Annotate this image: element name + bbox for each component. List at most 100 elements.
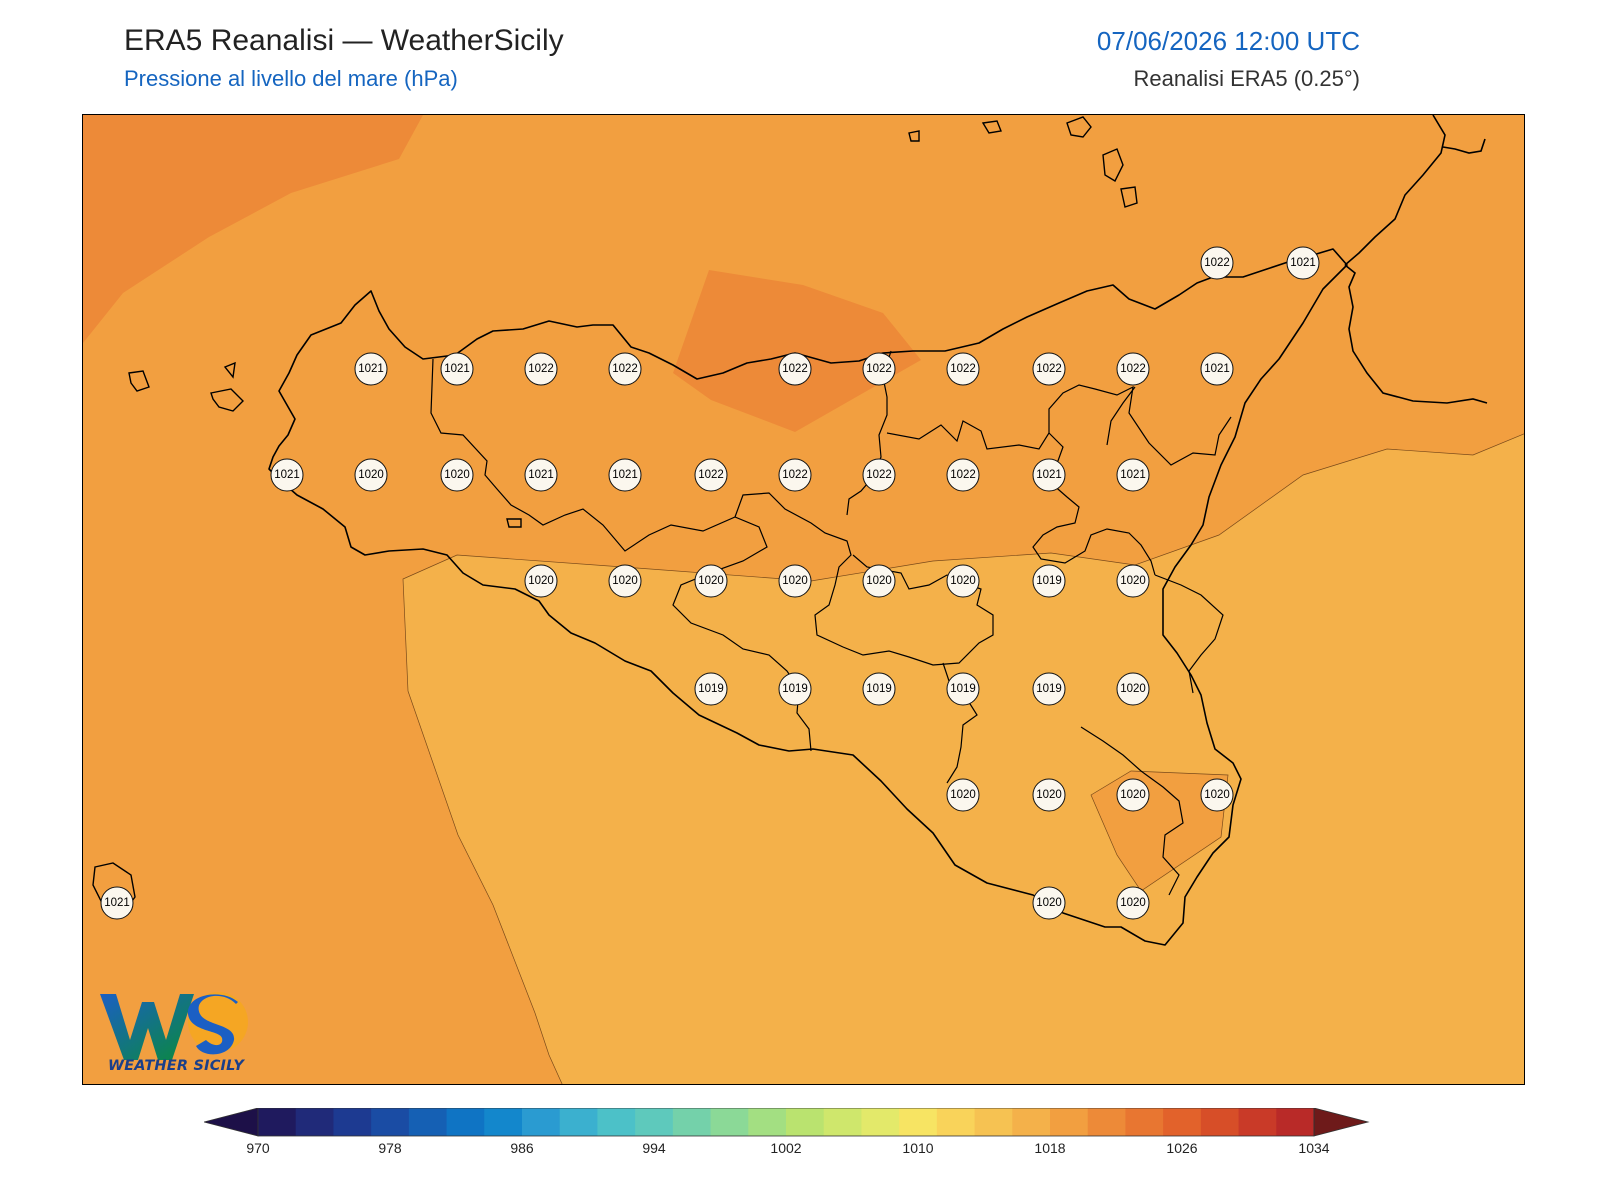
- station-value: 1022: [1204, 257, 1230, 269]
- colorbar-segment: [786, 1108, 825, 1136]
- colorbar-segment: [371, 1108, 410, 1136]
- colorbar-max-arrow: [1313, 1107, 1370, 1137]
- station-value: 1019: [1036, 683, 1062, 695]
- station-marker: 1020: [1116, 886, 1150, 920]
- colorbar-segment: [1163, 1108, 1202, 1136]
- station-marker: 1020: [862, 564, 896, 598]
- station-marker: 1019: [946, 672, 980, 706]
- favignana-island: [210, 388, 244, 412]
- station-circle: [862, 458, 896, 492]
- station-circle: [946, 778, 980, 812]
- station-value: 1022: [782, 363, 808, 375]
- station-circle: [946, 564, 980, 598]
- colorbar-segment: [295, 1108, 334, 1136]
- map-title: ERA5 Reanalisi — WeatherSicily: [124, 24, 564, 57]
- station-value: 1019: [866, 683, 892, 695]
- station-value: 1019: [1036, 575, 1062, 587]
- station-value: 1021: [104, 897, 130, 909]
- colorbar-tick-label: 1034: [1298, 1140, 1329, 1156]
- station-marker: 1022: [1116, 352, 1150, 386]
- station-value: 1021: [1204, 363, 1230, 375]
- station-marker: 1020: [946, 564, 980, 598]
- station-circle: [778, 352, 812, 386]
- station-marker: 1019: [778, 672, 812, 706]
- pressure-map[interactable]: 1022 1021 1021 1021 1022 1022 1022 1022 1022 1022…: [82, 114, 1525, 1085]
- station-value: 1020: [528, 575, 554, 587]
- station-marker: 1020: [440, 458, 474, 492]
- colorbar-segment: [936, 1108, 976, 1136]
- station-circle: [946, 458, 980, 492]
- station-circle: [524, 352, 558, 386]
- station-markers: 1022 1021 1021 1021 1022 1022 1022 1022 1022 1022…: [100, 246, 1320, 920]
- station-marker: 1019: [862, 672, 896, 706]
- station-circle: [1032, 352, 1066, 386]
- station-value: 1022: [866, 363, 892, 375]
- station-marker: 1019: [694, 672, 728, 706]
- calabria-coastline: [1344, 115, 1488, 404]
- station-marker: 1020: [524, 564, 558, 598]
- station-marker: 1022: [778, 458, 812, 492]
- station-value: 1020: [698, 575, 724, 587]
- station-circle: [778, 564, 812, 598]
- colorbar-segment: [1200, 1108, 1240, 1136]
- station-value: 1021: [612, 469, 638, 481]
- station-marker: 1021: [440, 352, 474, 386]
- colorbar-segment: [408, 1108, 448, 1136]
- colorbar-segment: [861, 1108, 900, 1136]
- colorbar-segment: [748, 1108, 787, 1136]
- station-value: 1019: [698, 683, 724, 695]
- station-circle: [524, 564, 558, 598]
- data-source: Reanalisi ERA5 (0.25°): [1133, 66, 1360, 91]
- station-circle: [1032, 886, 1066, 920]
- station-circle: [1032, 778, 1066, 812]
- station-circle: [100, 886, 134, 920]
- station-marker: 1022: [862, 352, 896, 386]
- alicudi-island: [981, 120, 1002, 134]
- station-marker: 1021: [1116, 458, 1150, 492]
- station-marker: 1021: [100, 886, 134, 920]
- station-value: 1021: [1120, 469, 1146, 481]
- colorbar-segment: [1125, 1108, 1164, 1136]
- station-marker: 1020: [778, 564, 812, 598]
- station-value: 1020: [782, 575, 808, 587]
- station-value: 1021: [274, 469, 300, 481]
- lipari-island: [1102, 148, 1124, 182]
- salina-island: [1066, 116, 1092, 138]
- colorbar-tick-label: 1010: [902, 1140, 933, 1156]
- station-value: 1021: [1036, 469, 1062, 481]
- station-marker: 1021: [1286, 246, 1320, 280]
- station-circle: [608, 564, 642, 598]
- station-circle: [608, 458, 642, 492]
- station-value: 1020: [1120, 789, 1146, 801]
- station-circle: [270, 458, 304, 492]
- colorbar-tick-label: 994: [642, 1140, 666, 1156]
- station-circle: [354, 352, 388, 386]
- station-marker: 1020: [1200, 778, 1234, 812]
- colorbar-segment: [1087, 1108, 1126, 1136]
- colorbar-segment: [1238, 1108, 1277, 1136]
- colorbar-segment: [1012, 1108, 1051, 1136]
- station-value: 1020: [950, 789, 976, 801]
- pressure-band-1020-1022-northwest: [83, 115, 423, 343]
- station-circle: [608, 352, 642, 386]
- station-value: 1022: [528, 363, 554, 375]
- pressure-band-1016-1018-south: [402, 433, 1524, 1084]
- vulcano-island: [1120, 186, 1138, 208]
- station-value: 1022: [1120, 363, 1146, 375]
- station-value: 1021: [358, 363, 384, 375]
- station-circle: [1116, 778, 1150, 812]
- station-circle: [946, 672, 980, 706]
- station-marker: 1020: [1116, 672, 1150, 706]
- station-marker: 1020: [1032, 778, 1066, 812]
- station-circle: [1286, 246, 1320, 280]
- stagnone-island: [506, 518, 522, 528]
- station-marker: 1020: [1116, 778, 1150, 812]
- station-circle: [862, 352, 896, 386]
- station-circle: [1116, 352, 1150, 386]
- colorbar-segment: [559, 1108, 598, 1136]
- station-marker: 1022: [608, 352, 642, 386]
- ws-logo-mark: [100, 992, 248, 1060]
- weathersicily-logo: WEATHER SICILY: [96, 984, 256, 1076]
- colorbar-segment: [899, 1108, 938, 1136]
- station-marker: 1021: [270, 458, 304, 492]
